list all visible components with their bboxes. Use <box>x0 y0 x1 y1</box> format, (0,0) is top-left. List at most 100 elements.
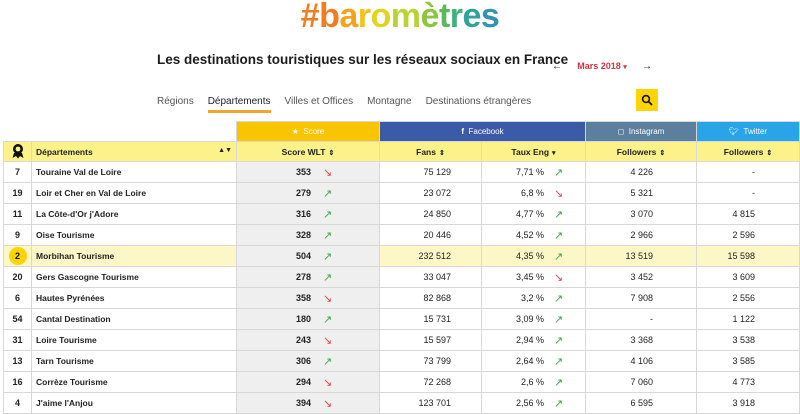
column-ig-followers[interactable]: Followers ⇕ <box>585 141 697 162</box>
rank-badge: 2 <box>8 247 27 265</box>
rank-value: 20 <box>12 272 23 282</box>
destination-name[interactable]: Loir et Cher en Val de Loire <box>31 182 237 204</box>
tab-r-gions[interactable]: Régions <box>157 96 194 107</box>
table-row[interactable]: 31 Loire Tourisme 243 ↘ 15 597 2,94 % ↗ 3 368 3 … <box>3 329 800 351</box>
eng-value: 3,45 % <box>515 272 544 282</box>
score-cell: 328 ↗ <box>236 224 380 246</box>
score-value: 294 <box>295 377 311 387</box>
logo-letter: è <box>420 0 440 35</box>
trend-up-icon: ↗ <box>554 397 564 410</box>
trend-up-icon: ↗ <box>323 229 333 242</box>
sort-icon: ⇕ <box>766 149 773 157</box>
table-row[interactable]: 11 La Côte-d'Or j'Adore 316 ↗ 24 850 4,77 % ↗ 3… <box>3 203 800 225</box>
trend-up-icon: ↗ <box>323 271 333 284</box>
rank-cell: 7 <box>3 161 32 183</box>
column-departements-label: Départements <box>36 146 93 157</box>
search-button[interactable] <box>636 89 658 111</box>
table-row[interactable]: 16 Corrèze Tourisme 294 ↘ 72 268 2,6 % ↗ 7 060 4… <box>3 371 800 393</box>
rank-cell: 20 <box>3 266 32 288</box>
destination-name[interactable]: La Côte-d'Or j'Adore <box>31 203 237 225</box>
eng-cell: 4,35 % ↗ <box>481 245 586 267</box>
sort-icon: ⇕ <box>438 149 445 157</box>
fans-value: 24 850 <box>379 203 482 225</box>
table-row[interactable]: 2 Morbihan Tourisme 504 ↗ 232 512 4,35 % ↗ 13 5… <box>3 245 800 267</box>
next-month-arrow[interactable]: → <box>641 60 652 72</box>
eng-value: 4,77 % <box>515 209 544 219</box>
trend-up-icon: ↗ <box>554 166 564 179</box>
score-cell: 294 ↘ <box>236 371 380 393</box>
score-value: 394 <box>295 398 311 408</box>
twitter-followers-value: 3 918 <box>696 392 800 414</box>
twitter-followers-value: 3 585 <box>696 350 800 372</box>
eng-cell: 3,09 % ↗ <box>481 308 586 330</box>
twitter-followers-value: - <box>696 182 800 204</box>
score-group-label: Score <box>303 127 325 136</box>
score-cell: 180 ↗ <box>236 308 380 330</box>
column-fans[interactable]: Fans ⇕ <box>379 141 482 162</box>
sort-desc-icon: ▾ <box>552 149 556 157</box>
month-dropdown[interactable]: Mars 2018 ▾ <box>577 61 627 71</box>
rank-value: 31 <box>12 335 23 345</box>
table-row[interactable]: 13 Tarn Tourisme 306 ↗ 73 799 2,64 % ↗ 4 106 3 5… <box>3 350 800 372</box>
rank-cell: 19 <box>3 182 32 204</box>
search-icon <box>641 94 653 106</box>
rank-cell: 31 <box>3 329 32 351</box>
column-score-wlt[interactable]: Score WLT ⇕ <box>236 141 380 162</box>
score-cell: 279 ↗ <box>236 182 380 204</box>
column-tw-followers[interactable]: Followers ⇕ <box>696 141 800 162</box>
instagram-followers-value: 5 321 <box>585 182 697 204</box>
instagram-followers-value: 4 106 <box>585 350 697 372</box>
destination-name[interactable]: J'aime l'Anjou <box>31 392 237 414</box>
tab-montagne[interactable]: Montagne <box>367 96 412 107</box>
destination-name[interactable]: Cantal Destination <box>31 308 237 330</box>
twitter-followers-value: 3 609 <box>696 266 800 288</box>
twitter-followers-value: 4 773 <box>696 371 800 393</box>
destination-name[interactable]: Morbihan Tourisme <box>31 245 237 267</box>
score-value: 328 <box>295 230 311 240</box>
rank-value: 19 <box>12 188 23 198</box>
trend-down-icon: ↘ <box>323 397 333 410</box>
logo-letter: b <box>319 0 340 35</box>
destination-name[interactable]: Hautes Pyrénées <box>31 287 237 309</box>
tab-destinations-trang-res[interactable]: Destinations étrangères <box>425 96 532 107</box>
score-value: 306 <box>295 356 311 366</box>
table-row[interactable]: 4 J'aime l'Anjou 394 ↘ 123 701 2,56 % ↗ 6 595 3 … <box>3 392 800 414</box>
instagram-followers-value: 7 060 <box>585 371 697 393</box>
table-row[interactable]: 54 Cantal Destination 180 ↗ 15 731 3,09 % ↗ -1 … <box>3 308 800 330</box>
destination-name[interactable]: Touraine Val de Loire <box>31 161 237 183</box>
destination-name[interactable]: Oise Tourisme <box>31 224 237 246</box>
destination-name[interactable]: Tarn Tourisme <box>31 350 237 372</box>
instagram-followers-value: 2 966 <box>585 224 697 246</box>
sort-icon: ⇕ <box>659 149 666 157</box>
rank-cell: 6 <box>3 287 32 309</box>
table-row[interactable]: 19 Loir et Cher en Val de Loire 279 ↗ 23 072… <box>3 182 800 204</box>
table-row[interactable]: 20 Gers Gascogne Tourisme 278 ↗ 33 047 3,45 %… <box>3 266 800 288</box>
prev-month-arrow[interactable]: ← <box>552 60 562 72</box>
destination-name[interactable]: Corrèze Tourisme <box>31 371 237 393</box>
trend-up-icon: ↗ <box>323 208 333 221</box>
destination-name[interactable]: Loire Tourisme <box>31 329 237 351</box>
column-taux-eng[interactable]: Taux Eng ▾ <box>481 141 586 162</box>
instagram-followers-value: 13 519 <box>585 245 697 267</box>
logo-letter: a <box>339 0 358 35</box>
month-label: Mars 2018 <box>577 61 621 71</box>
trend-up-icon: ↗ <box>554 250 564 263</box>
destination-name[interactable]: Gers Gascogne Tourisme <box>31 266 237 288</box>
instagram-icon: ◻ <box>617 127 625 136</box>
star-icon: ★ <box>291 127 299 136</box>
instagram-followers-value: 6 595 <box>585 392 697 414</box>
facebook-group-label: Facebook <box>468 127 504 136</box>
column-departements[interactable]: Départements ▲▼ <box>31 141 237 162</box>
fans-value: 73 799 <box>379 350 482 372</box>
twitter-followers-value: 15 598 <box>696 245 800 267</box>
tab-d-partements[interactable]: Départements <box>207 96 271 113</box>
table-row[interactable]: 6 Hautes Pyrénées 358 ↘ 82 868 3,2 % ↗ 7 908 2 5… <box>3 287 800 309</box>
page-title: Les destinations touristiques sur les ré… <box>157 52 569 67</box>
sort-icon: ▲▼ <box>218 146 232 154</box>
table-row[interactable]: 7 Touraine Val de Loire 353 ↘ 75 129 7,71 % ↗ 4… <box>3 161 800 183</box>
tab-villes-et-offices[interactable]: Villes et Offices <box>284 96 354 107</box>
trend-up-icon: ↗ <box>554 229 564 242</box>
table-row[interactable]: 9 Oise Tourisme 328 ↗ 20 446 4,52 % ↗ 2 966 2 59… <box>3 224 800 246</box>
eng-value: 2,94 % <box>515 335 544 345</box>
rank-value: 9 <box>14 230 20 240</box>
